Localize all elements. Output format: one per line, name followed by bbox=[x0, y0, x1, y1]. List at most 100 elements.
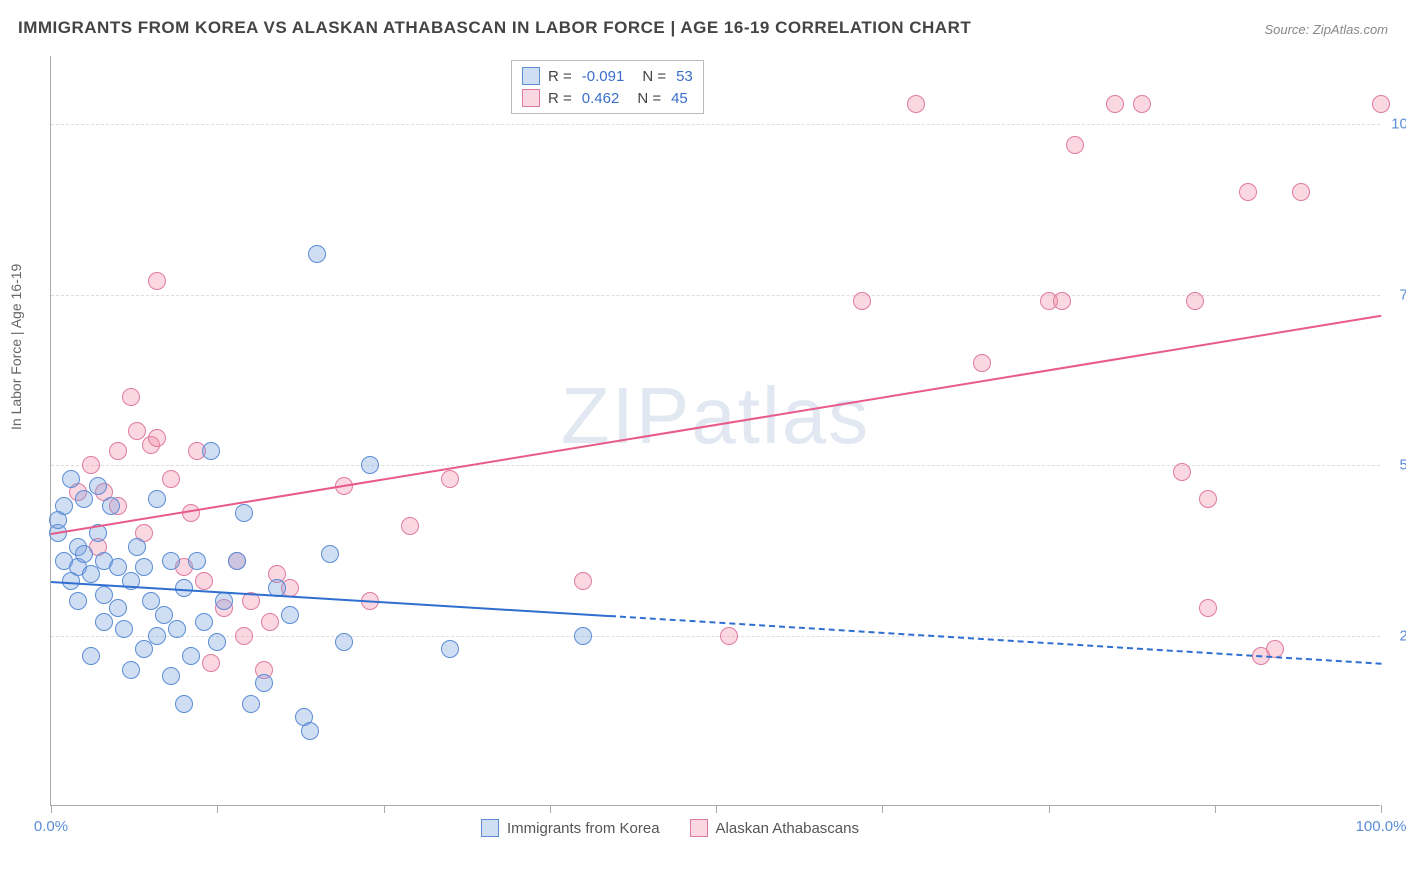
data-point bbox=[82, 456, 100, 474]
x-tick bbox=[384, 805, 385, 813]
n-value: 45 bbox=[671, 90, 688, 107]
trendline bbox=[51, 581, 610, 617]
data-point bbox=[574, 627, 592, 645]
x-tick bbox=[1215, 805, 1216, 813]
legend-series: Immigrants from Korea Alaskan Athabascan… bbox=[481, 819, 859, 837]
data-point bbox=[242, 695, 260, 713]
data-point bbox=[89, 477, 107, 495]
data-point bbox=[135, 558, 153, 576]
data-point bbox=[148, 429, 166, 447]
data-point bbox=[75, 545, 93, 563]
data-point bbox=[202, 442, 220, 460]
data-point bbox=[195, 613, 213, 631]
source-attribution: Source: ZipAtlas.com bbox=[1264, 22, 1388, 37]
chart-title: IMMIGRANTS FROM KOREA VS ALASKAN ATHABAS… bbox=[18, 18, 971, 38]
data-point bbox=[228, 552, 246, 570]
data-point bbox=[82, 565, 100, 583]
swatch-icon bbox=[481, 819, 499, 837]
series-label: Alaskan Athabascans bbox=[716, 820, 859, 837]
data-point bbox=[102, 497, 120, 515]
data-point bbox=[69, 592, 87, 610]
legend-item: Alaskan Athabascans bbox=[690, 819, 859, 837]
plot-area: ZIPatlas R = -0.091 N = 53 R = 0.462 N =… bbox=[50, 56, 1380, 806]
x-tick bbox=[1381, 805, 1382, 813]
data-point bbox=[1173, 463, 1191, 481]
gridline bbox=[51, 124, 1380, 125]
data-point bbox=[973, 354, 991, 372]
data-point bbox=[208, 633, 226, 651]
data-point bbox=[1292, 183, 1310, 201]
y-tick-label: 100.0% bbox=[1391, 116, 1406, 133]
data-point bbox=[148, 272, 166, 290]
y-tick-label: 75.0% bbox=[1399, 286, 1406, 303]
data-point bbox=[95, 613, 113, 631]
x-tick bbox=[882, 805, 883, 813]
data-point bbox=[148, 627, 166, 645]
swatch-icon bbox=[522, 67, 540, 85]
y-tick-label: 50.0% bbox=[1399, 457, 1406, 474]
data-point bbox=[188, 552, 206, 570]
legend-row: R = -0.091 N = 53 bbox=[522, 65, 693, 87]
data-point bbox=[401, 517, 419, 535]
n-label: N = bbox=[637, 90, 661, 107]
series-label: Immigrants from Korea bbox=[507, 820, 660, 837]
data-point bbox=[1372, 95, 1390, 113]
data-point bbox=[261, 613, 279, 631]
data-point bbox=[162, 667, 180, 685]
r-value: -0.091 bbox=[582, 68, 625, 85]
data-point bbox=[162, 470, 180, 488]
data-point bbox=[441, 470, 459, 488]
data-point bbox=[335, 633, 353, 651]
data-point bbox=[175, 695, 193, 713]
data-point bbox=[1133, 95, 1151, 113]
x-tick bbox=[550, 805, 551, 813]
data-point bbox=[301, 722, 319, 740]
data-point bbox=[720, 627, 738, 645]
data-point bbox=[1053, 292, 1071, 310]
legend-stats: R = -0.091 N = 53 R = 0.462 N = 45 bbox=[511, 60, 704, 114]
data-point bbox=[308, 245, 326, 263]
x-tick bbox=[716, 805, 717, 813]
data-point bbox=[162, 552, 180, 570]
swatch-icon bbox=[690, 819, 708, 837]
data-point bbox=[281, 606, 299, 624]
data-point bbox=[1199, 599, 1217, 617]
legend-item: Immigrants from Korea bbox=[481, 819, 660, 837]
data-point bbox=[1106, 95, 1124, 113]
data-point bbox=[195, 572, 213, 590]
data-point bbox=[441, 640, 459, 658]
swatch-icon bbox=[522, 89, 540, 107]
gridline bbox=[51, 295, 1380, 296]
data-point bbox=[62, 470, 80, 488]
watermark: ZIPatlas bbox=[561, 370, 870, 462]
data-point bbox=[75, 490, 93, 508]
legend-row: R = 0.462 N = 45 bbox=[522, 87, 693, 109]
trendline bbox=[51, 315, 1381, 535]
data-point bbox=[122, 661, 140, 679]
data-point bbox=[135, 640, 153, 658]
n-label: N = bbox=[642, 68, 666, 85]
data-point bbox=[202, 654, 220, 672]
data-point bbox=[128, 538, 146, 556]
data-point bbox=[115, 620, 133, 638]
x-tick bbox=[1049, 805, 1050, 813]
data-point bbox=[255, 674, 273, 692]
data-point bbox=[215, 592, 233, 610]
x-tick-label: 0.0% bbox=[34, 818, 68, 835]
data-point bbox=[182, 647, 200, 665]
correlation-chart: IMMIGRANTS FROM KOREA VS ALASKAN ATHABAS… bbox=[0, 0, 1406, 892]
y-axis-label: In Labor Force | Age 16-19 bbox=[8, 264, 24, 430]
data-point bbox=[907, 95, 925, 113]
data-point bbox=[1066, 136, 1084, 154]
data-point bbox=[109, 599, 127, 617]
x-tick bbox=[51, 805, 52, 813]
x-tick bbox=[217, 805, 218, 813]
data-point bbox=[853, 292, 871, 310]
data-point bbox=[168, 620, 186, 638]
r-label: R = bbox=[548, 90, 572, 107]
r-label: R = bbox=[548, 68, 572, 85]
data-point bbox=[109, 442, 127, 460]
data-point bbox=[235, 504, 253, 522]
data-point bbox=[55, 497, 73, 515]
y-tick-label: 25.0% bbox=[1399, 627, 1406, 644]
